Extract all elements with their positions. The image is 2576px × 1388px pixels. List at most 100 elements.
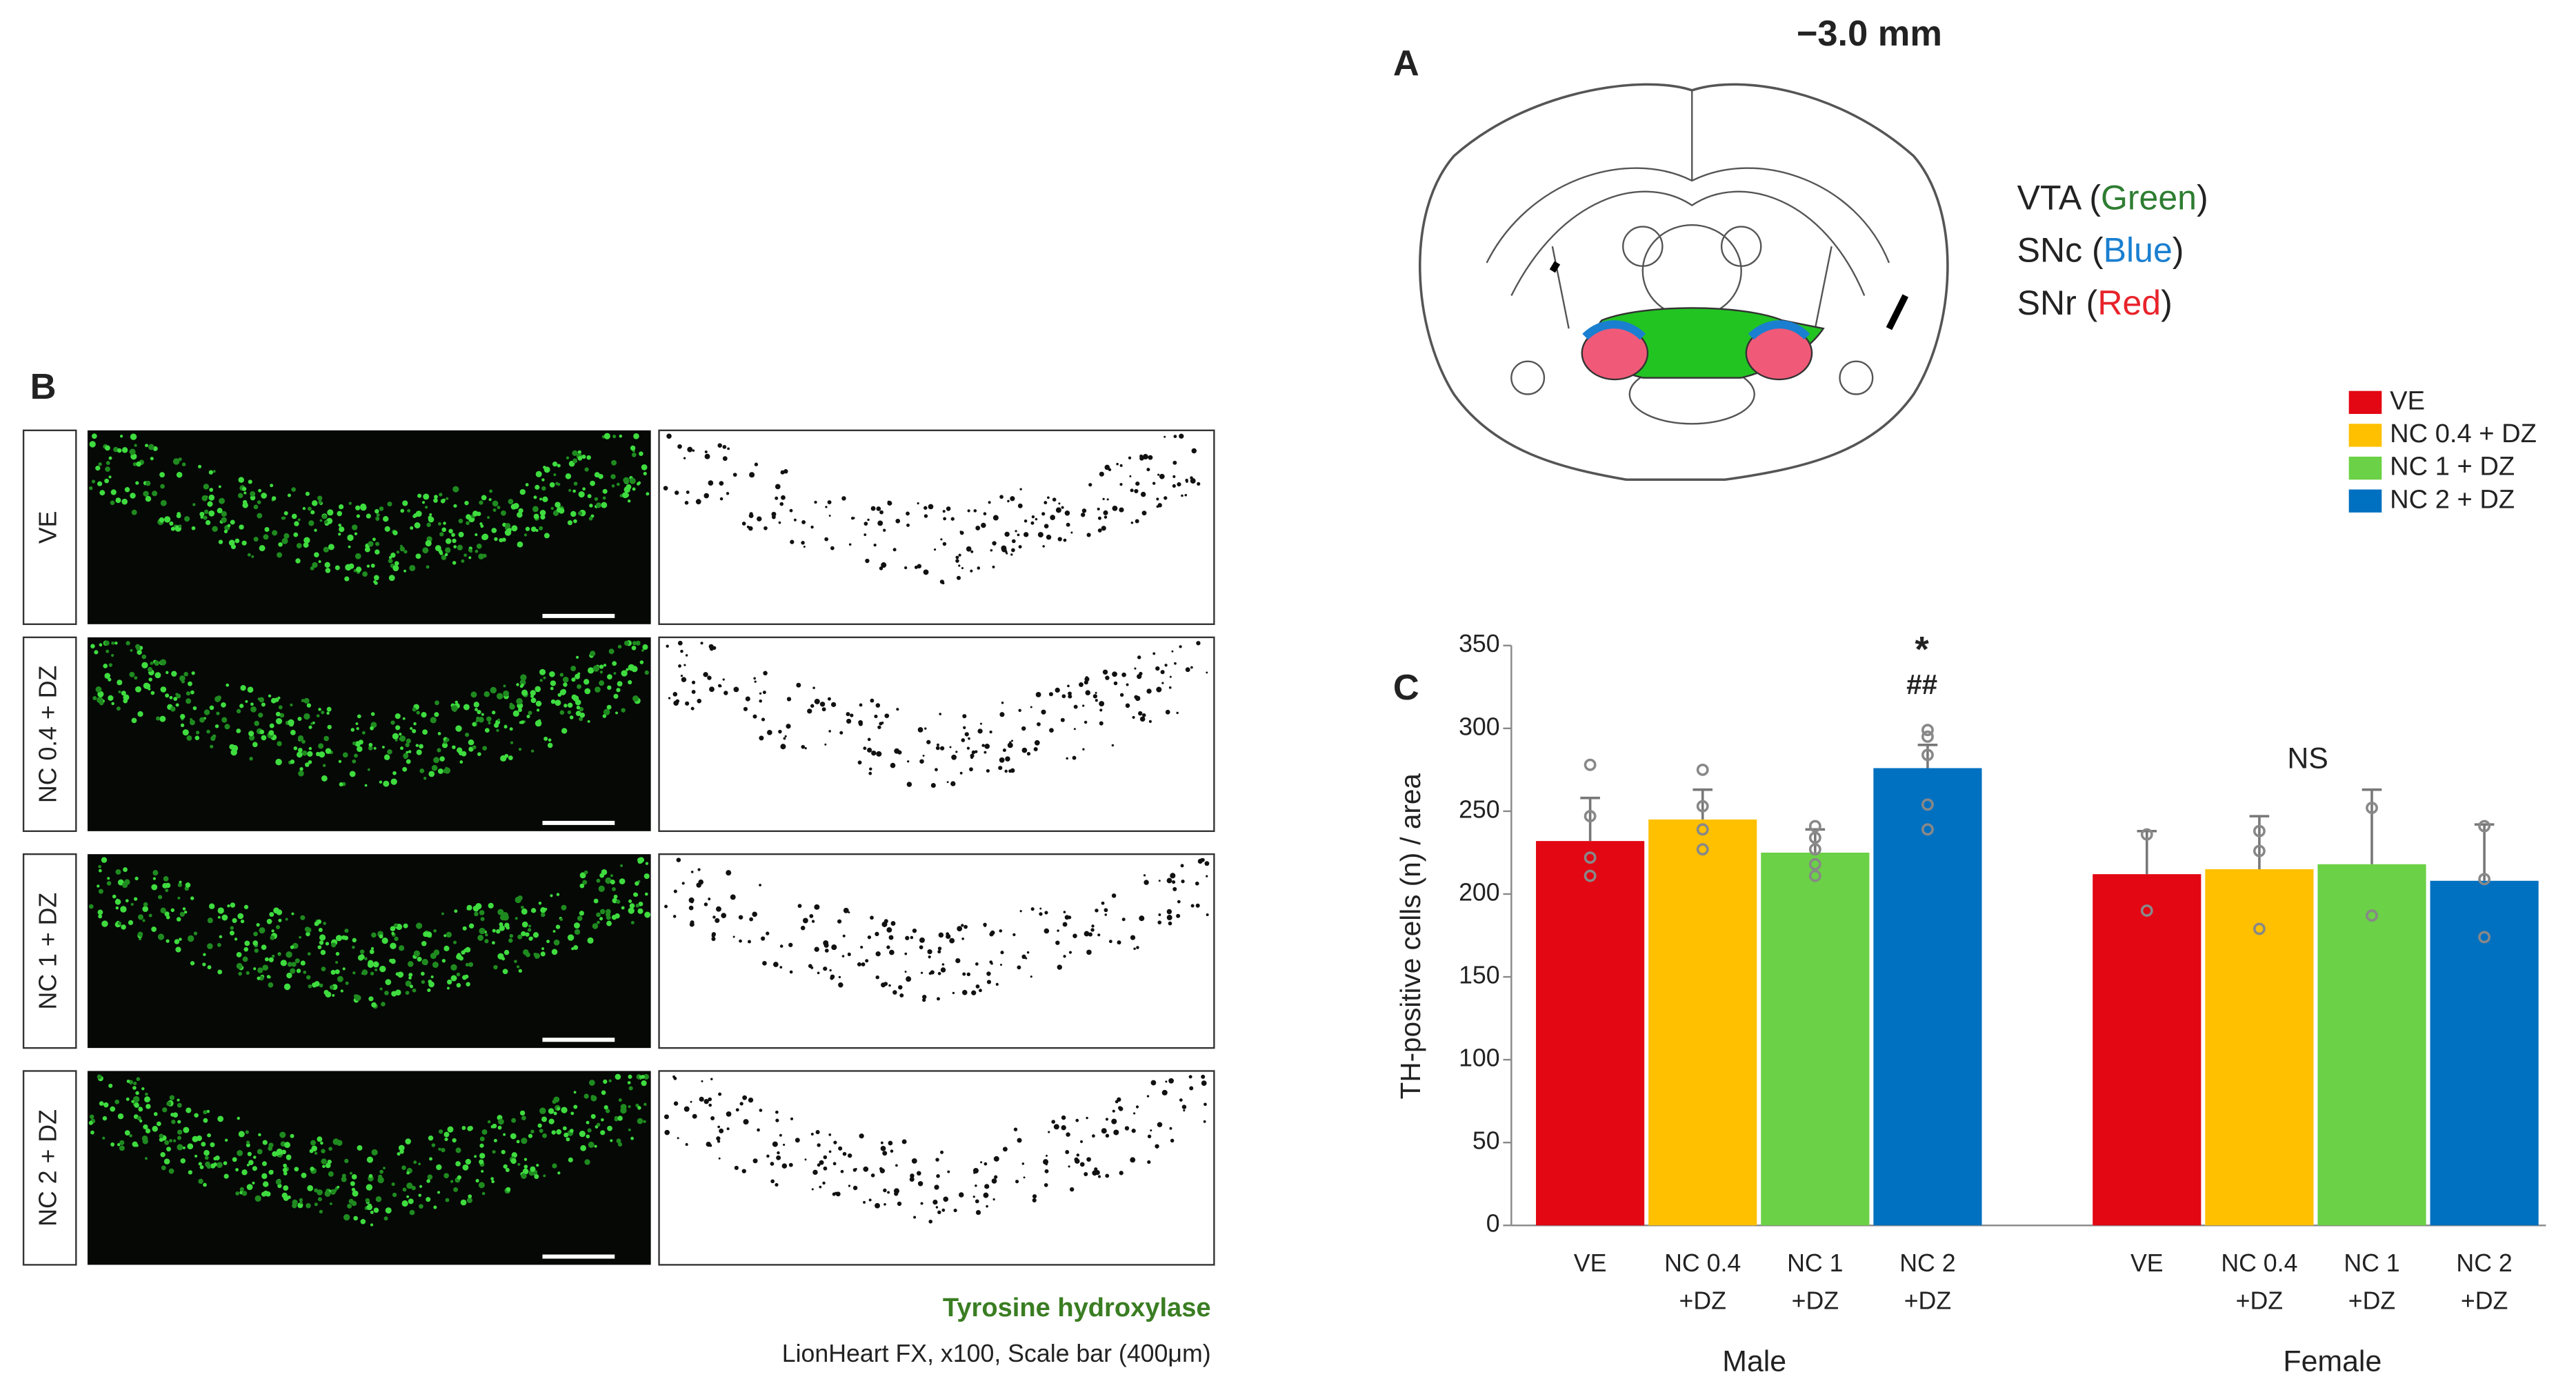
cell <box>587 494 592 499</box>
cell <box>1081 508 1087 513</box>
cell <box>405 742 410 748</box>
cell <box>291 912 294 915</box>
cell <box>1024 532 1029 537</box>
cell <box>846 718 852 724</box>
cell <box>406 1171 410 1175</box>
cell <box>832 1162 837 1166</box>
cell <box>904 971 907 973</box>
cell <box>465 946 471 953</box>
cell <box>1172 460 1177 465</box>
cell <box>141 654 147 660</box>
cell <box>961 924 964 927</box>
cell <box>1177 482 1181 487</box>
cell <box>272 1151 278 1157</box>
legend-swatch <box>2348 456 2382 480</box>
cell <box>1015 530 1017 533</box>
cell <box>617 644 622 649</box>
cell <box>815 1130 820 1135</box>
cell <box>749 472 755 478</box>
cell <box>169 521 174 526</box>
cell <box>443 1173 450 1179</box>
cell <box>626 668 629 671</box>
cell <box>447 979 452 985</box>
cell <box>992 565 995 568</box>
cell <box>718 1157 721 1160</box>
cell <box>400 508 405 513</box>
cell <box>534 1174 539 1180</box>
cell <box>880 1141 883 1144</box>
cell <box>1051 1120 1056 1124</box>
cell <box>224 1138 228 1142</box>
cell <box>1130 1157 1136 1163</box>
cell <box>1132 715 1135 719</box>
cell <box>754 680 757 683</box>
cell <box>1018 545 1022 549</box>
cell <box>337 510 343 517</box>
cell <box>573 1091 577 1094</box>
cell <box>687 446 693 453</box>
cell <box>259 927 266 934</box>
cell <box>579 872 586 879</box>
cell <box>535 484 540 490</box>
cell <box>1030 706 1032 708</box>
cell <box>352 938 357 943</box>
cell <box>102 1136 106 1140</box>
cell <box>999 495 1004 499</box>
cell <box>1204 1102 1207 1107</box>
cell <box>804 747 807 750</box>
cell <box>776 1155 781 1160</box>
cell <box>434 712 439 717</box>
cell <box>696 882 701 888</box>
cell <box>1048 692 1053 697</box>
cell <box>930 782 936 789</box>
cell <box>472 722 477 726</box>
cell <box>574 929 581 935</box>
cell <box>963 924 968 929</box>
cell <box>299 1198 303 1202</box>
cell <box>482 746 488 751</box>
cell <box>823 1155 828 1160</box>
cell <box>457 1175 462 1180</box>
cell <box>577 684 581 689</box>
cell <box>207 1133 211 1138</box>
cell <box>726 492 730 495</box>
cell <box>666 433 672 439</box>
cell <box>770 1162 775 1166</box>
cell <box>355 722 359 726</box>
cell <box>131 509 137 515</box>
cell <box>349 1171 352 1175</box>
cell <box>934 1184 939 1190</box>
cell <box>183 1127 190 1133</box>
cell <box>503 690 510 697</box>
cell <box>145 444 148 448</box>
cell <box>305 762 310 767</box>
cell <box>115 898 119 902</box>
cell <box>1141 510 1147 516</box>
cell <box>409 564 416 571</box>
data-point <box>1696 763 1709 776</box>
cell <box>281 537 288 544</box>
cell <box>275 711 281 717</box>
cell <box>512 710 519 717</box>
cell <box>1041 709 1046 715</box>
cell <box>379 987 383 991</box>
cell <box>577 456 583 461</box>
cell <box>579 717 583 722</box>
y-tick-label: 150 <box>1459 961 1500 989</box>
cell <box>819 702 826 707</box>
cell <box>385 979 392 986</box>
cell <box>361 731 366 735</box>
cell <box>390 778 397 785</box>
cell <box>571 677 576 682</box>
cell <box>683 1106 690 1112</box>
cell <box>627 499 631 503</box>
cell <box>603 708 610 715</box>
cell <box>620 864 623 867</box>
cell <box>479 1143 484 1148</box>
cell <box>353 1216 359 1221</box>
cell <box>869 767 872 771</box>
cell <box>287 1196 291 1200</box>
cell <box>966 546 972 552</box>
cell <box>1102 669 1108 675</box>
cell <box>1055 940 1060 945</box>
